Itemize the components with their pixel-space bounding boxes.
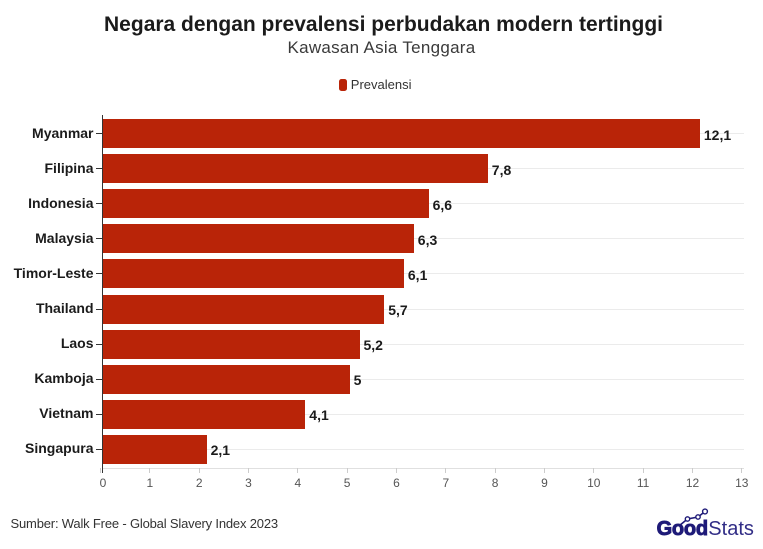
svg-text:Good: Good [657,518,708,540]
svg-text:Stats: Stats [708,518,754,540]
